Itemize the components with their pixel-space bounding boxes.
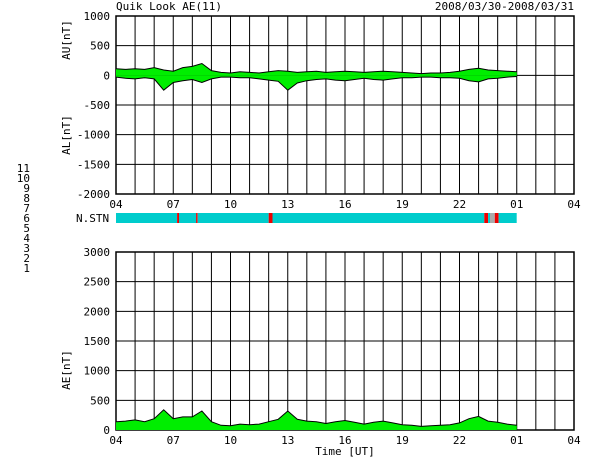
ae-axis-label: AE[nT] — [60, 350, 73, 390]
station-legend-4: 4 — [23, 232, 30, 245]
upper-y-tick-label: -2000 — [77, 188, 110, 201]
upper-x-tick-label: 10 — [224, 198, 237, 211]
lower-y-tick-label: 2000 — [84, 305, 111, 318]
station-legend-1: 1 — [23, 262, 30, 275]
station-segment — [177, 213, 179, 223]
upper-marks — [115, 62, 517, 91]
upper-grid — [115, 15, 575, 195]
station-segment — [490, 213, 495, 223]
upper-x-tick-label: 07 — [167, 198, 180, 211]
au-axis-label: AU[nT] — [60, 20, 73, 60]
station-legend-11: 11 — [17, 162, 30, 175]
station-legend-2: 2 — [23, 252, 30, 265]
upper-frame — [115, 15, 575, 195]
upper-x-tick-label: 04 — [567, 198, 581, 211]
station-segment — [197, 213, 269, 223]
upper-x-tick-label: 16 — [338, 198, 351, 211]
lower-marks — [115, 409, 517, 430]
series-al-area — [116, 75, 517, 91]
upper-y-tick-label: 500 — [90, 40, 110, 53]
series-ae-area — [116, 409, 517, 430]
station-segment — [179, 213, 197, 223]
lower-x-tick-label: 10 — [224, 434, 237, 447]
upper-x-tick-label: 13 — [281, 198, 294, 211]
station-bar-label: N.STN — [76, 212, 109, 225]
station-count-bar — [116, 213, 517, 223]
lower-y-tick-label: 0 — [103, 424, 110, 437]
au-al-panel: 1000 500 0 -500 -1000 -1500 -2000 04 07 10 13 16 19… — [60, 10, 581, 211]
station-segment — [116, 213, 178, 223]
upper-x-tick-labels: 04 07 10 13 16 19 22 01 04 — [109, 198, 581, 211]
lower-x-tick-label: 13 — [281, 434, 294, 447]
upper-x-tick-label: 01 — [510, 198, 523, 211]
upper-y-tick-label: -500 — [84, 99, 111, 112]
lower-x-tick-label: 01 — [510, 434, 523, 447]
station-segment — [196, 213, 198, 223]
upper-y-tick-labels: 1000 500 0 -500 -1000 -1500 -2000 — [77, 10, 110, 201]
station-segment — [488, 213, 490, 223]
lower-x-tick-label: 04 — [567, 434, 581, 447]
station-legend-7: 7 — [23, 202, 30, 215]
station-legend-5: 5 — [23, 222, 30, 235]
chart-title: Quik Look AE(11) — [116, 0, 222, 13]
upper-y-tick-label: 1000 — [84, 10, 111, 23]
lower-x-tick-label: 19 — [396, 434, 409, 447]
lower-x-tick-labels: 04 07 10 13 16 19 22 01 04 — [109, 434, 581, 447]
lower-grid — [115, 251, 575, 431]
lower-y-tick-label: 1000 — [84, 365, 111, 378]
series-ae-line — [115, 409, 517, 427]
series-au-line — [115, 62, 517, 75]
station-segment — [498, 213, 517, 223]
x-axis-label: Time [UT] — [315, 445, 375, 458]
station-segment — [494, 213, 499, 223]
upper-y-tick-label: 0 — [103, 69, 110, 82]
lower-x-tick-label: 04 — [109, 434, 123, 447]
upper-x-tick-label: 22 — [453, 198, 466, 211]
lower-x-tick-label: 07 — [167, 434, 180, 447]
upper-y-tick-label: -1000 — [77, 129, 110, 142]
upper-x-tick-label: 04 — [109, 198, 123, 211]
lower-y-tick-label: 3000 — [84, 246, 111, 259]
lower-y-tick-label: 500 — [90, 394, 110, 407]
lower-x-tick-label: 22 — [453, 434, 466, 447]
lower-y-tick-label: 2500 — [84, 276, 111, 289]
station-segment — [272, 213, 485, 223]
station-legend-8: 8 — [23, 192, 30, 205]
date-range: 2008/03/30-2008/03/31 — [435, 0, 574, 13]
series-au-area — [116, 63, 517, 76]
station-segment — [484, 213, 489, 223]
lower-y-tick-label: 1500 — [84, 335, 111, 348]
al-axis-label: AL[nT] — [60, 115, 73, 155]
series-al-line — [115, 76, 517, 91]
lower-y-tick-labels: 3000 2500 2000 1500 1000 500 0 — [84, 246, 111, 437]
station-legend-3: 3 — [23, 242, 30, 255]
station-legend-6: 6 — [23, 212, 30, 225]
lower-x-tick-label: 16 — [338, 434, 351, 447]
station-legend-10: 10 — [17, 172, 30, 185]
station-legend-9: 9 — [23, 182, 30, 195]
station-segment — [268, 213, 273, 223]
upper-x-tick-label: 19 — [396, 198, 409, 211]
upper-y-tick-label: -1500 — [77, 158, 110, 171]
